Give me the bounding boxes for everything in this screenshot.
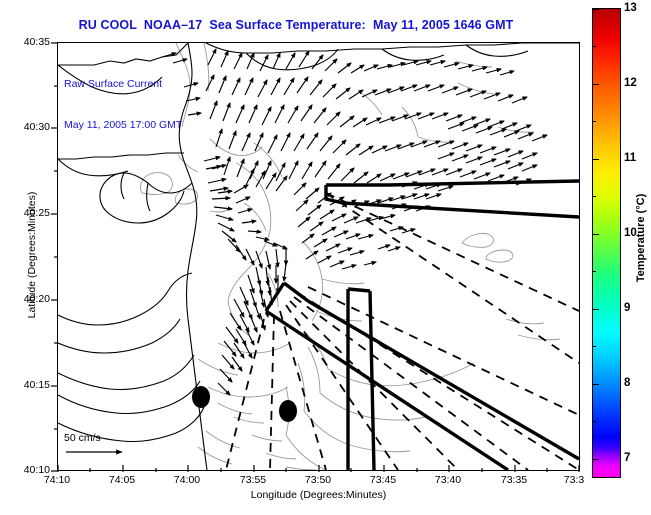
velocity-scale-bar: 50 cm/s bbox=[64, 432, 134, 465]
colorbar-label-8: 8 bbox=[624, 377, 631, 389]
x-axis-title: Longitude (Degrees:Minutes) bbox=[250, 489, 387, 501]
colorbar-minor-tick-11-5 bbox=[592, 121, 596, 122]
colorbar-tick-7 bbox=[592, 459, 599, 460]
colorbar-label-7: 7 bbox=[624, 452, 631, 464]
annotation-line-1: Raw Surface Current bbox=[64, 78, 163, 90]
x-tick-label-0: 74:10 bbox=[43, 474, 71, 486]
y-axis-ticks bbox=[51, 42, 58, 472]
x-tick-label-2: 74:00 bbox=[173, 474, 201, 486]
bathymetry-contours bbox=[139, 43, 561, 470]
figure-title: RU COOL NOAA–17 Sea Surface Temperature:… bbox=[78, 18, 514, 32]
colorbar-tick-9 bbox=[592, 309, 599, 310]
colorbar-tick-10 bbox=[592, 234, 599, 235]
colorbar-label-12: 12 bbox=[624, 77, 637, 89]
colorbar-minor-tick-9-5 bbox=[592, 271, 596, 272]
scale-bar-label: 50 cm/s bbox=[64, 432, 101, 444]
x-tick-label-4: 73:50 bbox=[304, 474, 332, 486]
y-tick-label-0: 40:35 bbox=[23, 36, 50, 48]
y-axis-title: Latitude (Degrees:Minutes) bbox=[26, 191, 38, 319]
colorbar-minor-tick-8-5 bbox=[592, 346, 596, 347]
colorbar-tick-13 bbox=[592, 9, 599, 10]
y-tick-label-3: 40:20 bbox=[23, 293, 50, 305]
station-markers bbox=[192, 386, 297, 422]
x-tick-label-1: 74:05 bbox=[108, 474, 136, 486]
coastline bbox=[58, 43, 579, 470]
colorbar-label-10: 10 bbox=[624, 227, 637, 239]
colorbar-minor-tick-12-5 bbox=[592, 46, 596, 47]
colorbar-title: Temperature (°C) bbox=[635, 193, 647, 283]
y-tick-label-4: 40:15 bbox=[23, 379, 50, 391]
colorbar-minor-tick-7-5 bbox=[592, 421, 596, 422]
x-axis-ticks bbox=[57, 465, 580, 472]
colorbar-label-11: 11 bbox=[624, 152, 637, 164]
raw-current-annotation: Raw Surface Current May 11, 2005 17:00 G… bbox=[64, 51, 182, 159]
x-tick-label-8: 73:3 bbox=[563, 474, 585, 486]
colorbar-tick-11 bbox=[592, 159, 599, 160]
colorbar-tick-8 bbox=[592, 384, 599, 385]
colorbar-gradient bbox=[592, 8, 621, 478]
x-tick-label-5: 73:45 bbox=[369, 474, 397, 486]
surface-current-vectors bbox=[161, 49, 547, 395]
y-tick-label-2: 40:25 bbox=[23, 207, 50, 219]
y-tick-label-1: 40:30 bbox=[23, 121, 50, 133]
y-tick-label-5: 40:10 bbox=[23, 464, 50, 476]
scale-bar-arrow bbox=[66, 449, 123, 455]
map-graphics bbox=[58, 43, 579, 470]
colorbar-label-13: 13 bbox=[624, 2, 637, 14]
colorbar-minor-tick-10-5 bbox=[592, 196, 596, 197]
x-tick-label-3: 73:55 bbox=[239, 474, 267, 486]
map-plot-area: Raw Surface Current May 11, 2005 17:00 G… bbox=[57, 42, 580, 471]
x-tick-label-6: 73:40 bbox=[434, 474, 462, 486]
colorbar-label-9: 9 bbox=[624, 302, 631, 314]
x-tick-label-7: 73:35 bbox=[500, 474, 528, 486]
annotation-line-2: May 11, 2005 17:00 GMT bbox=[64, 118, 183, 131]
colorbar-tick-12 bbox=[592, 84, 599, 85]
